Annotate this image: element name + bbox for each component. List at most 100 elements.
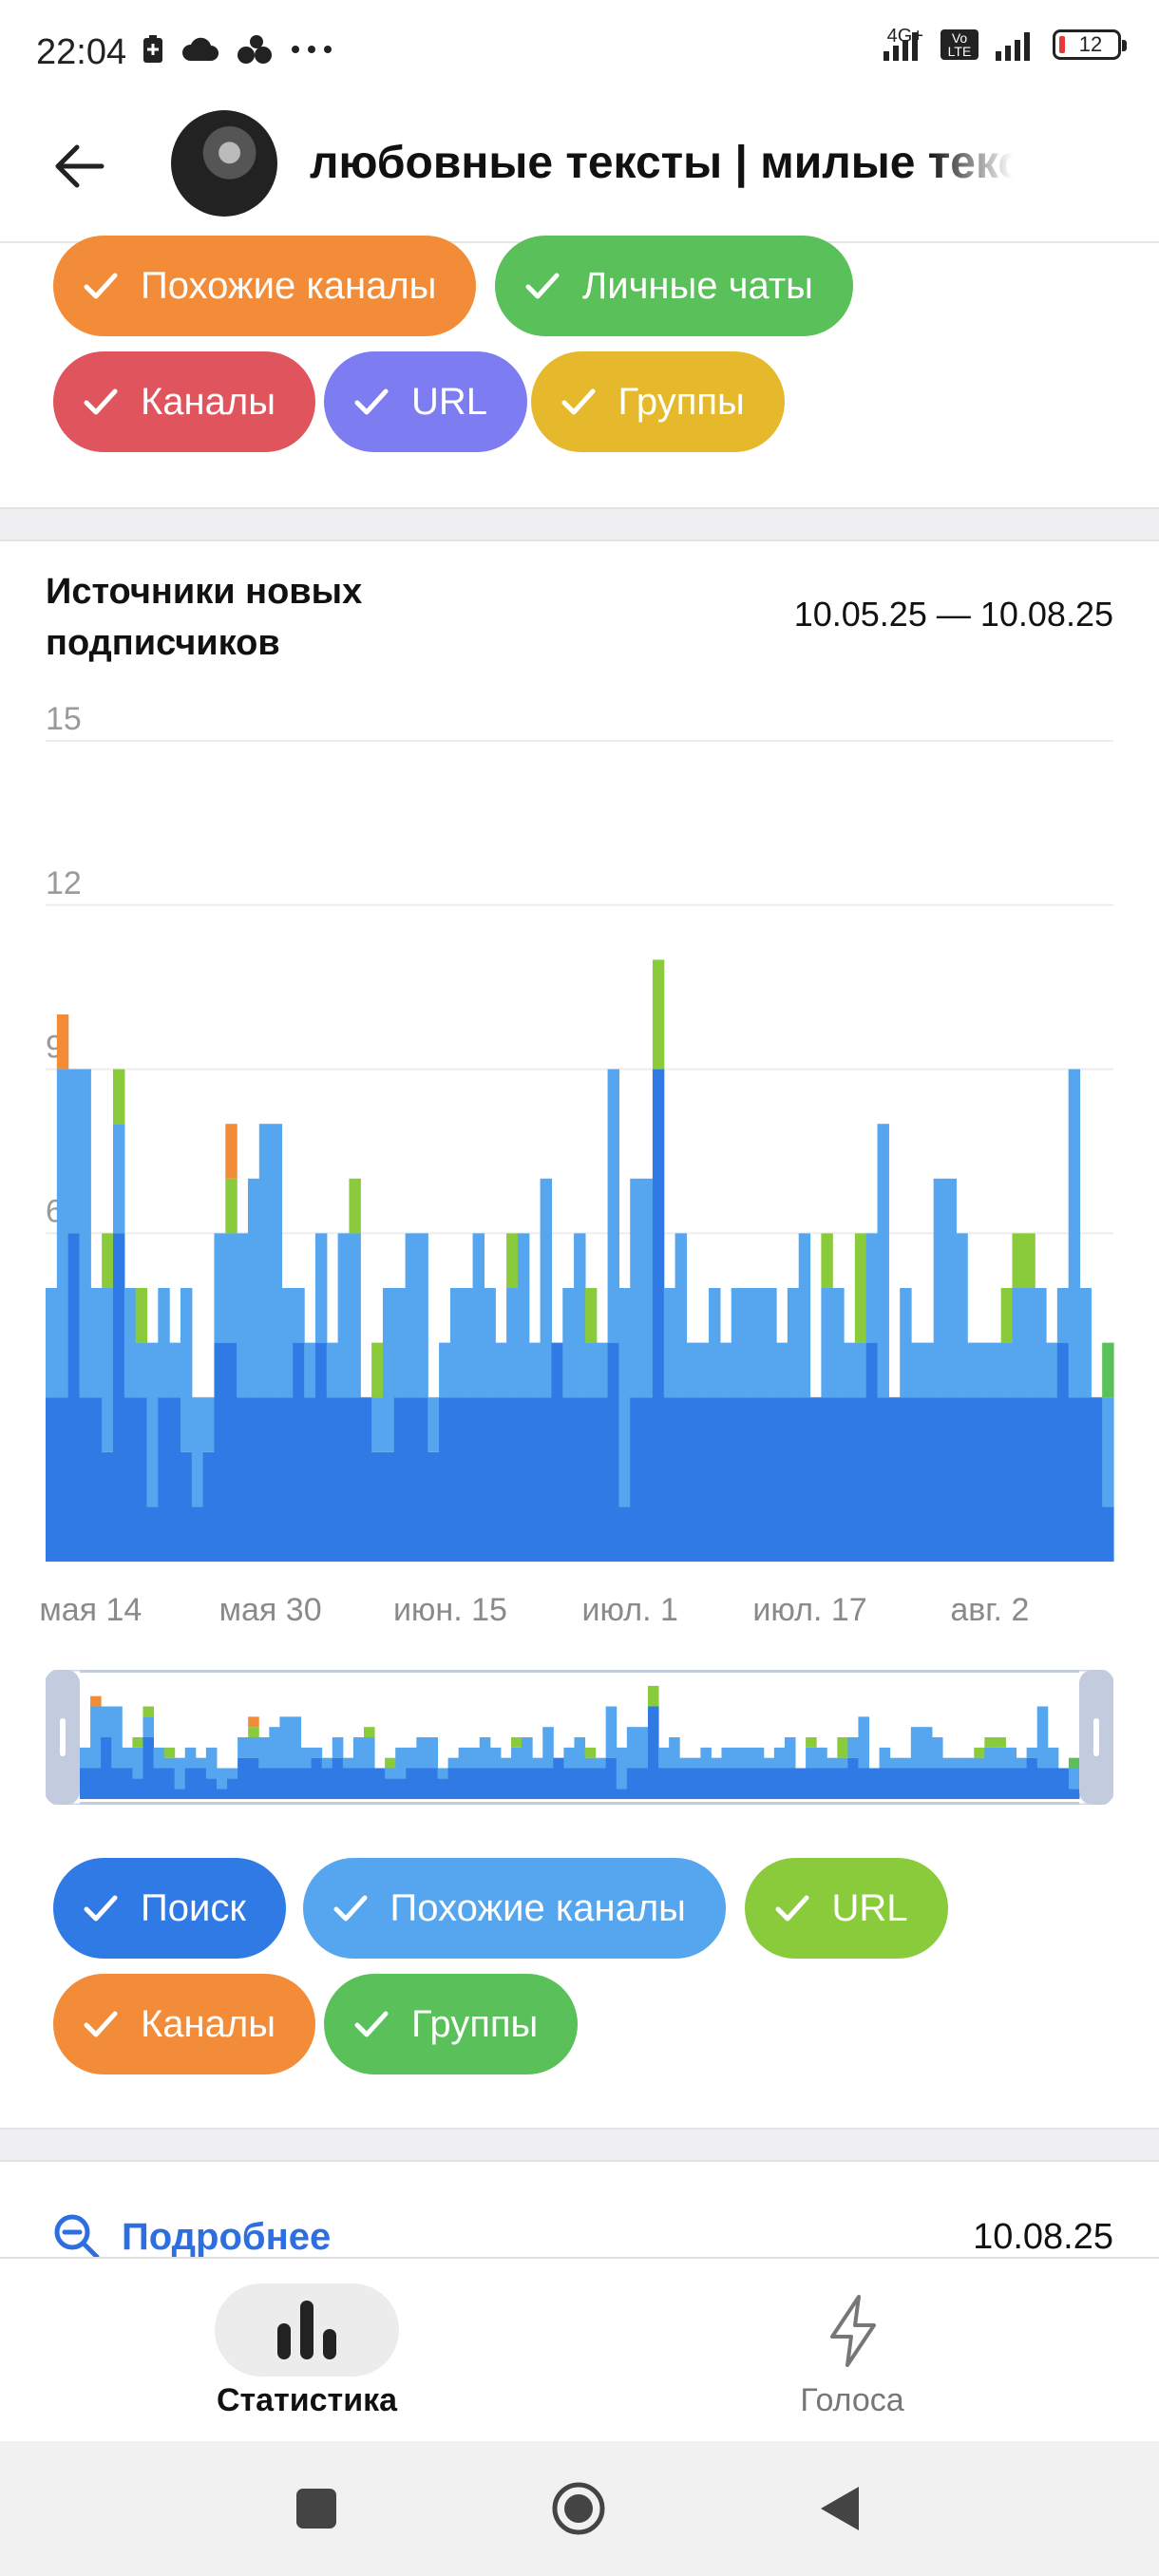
bar-segment-1[interactable]: [517, 1233, 530, 1398]
bar-segment-1[interactable]: [832, 1288, 845, 1398]
bar-segment-0[interactable]: [67, 1233, 81, 1562]
bar-segment-1[interactable]: [214, 1233, 226, 1343]
bar-segment-0[interactable]: [865, 1342, 879, 1562]
bar-segment-0[interactable]: [686, 1397, 698, 1562]
bar-segment-0[interactable]: [809, 1397, 822, 1562]
bar-segment-1[interactable]: [449, 1288, 463, 1398]
bar-segment-1[interactable]: [472, 1233, 485, 1398]
bar-segment-0[interactable]: [416, 1397, 428, 1562]
bar-segment-1[interactable]: [484, 1288, 496, 1398]
bar-segment-0[interactable]: [607, 1342, 620, 1562]
bar-segment-1[interactable]: [56, 1069, 69, 1398]
bar-segment-0[interactable]: [46, 1397, 58, 1562]
bar-segment-1[interactable]: [933, 1178, 946, 1398]
bar-segment-2[interactable]: [1023, 1233, 1036, 1288]
bar-segment-0[interactable]: [382, 1451, 395, 1562]
bar-segment-1[interactable]: [349, 1233, 361, 1398]
bar-segment-1[interactable]: [393, 1288, 407, 1398]
bar-segment-1[interactable]: [495, 1342, 507, 1398]
bar-segment-1[interactable]: [821, 1288, 833, 1398]
bar-segment-0[interactable]: [1023, 1397, 1036, 1562]
bar-segment-1[interactable]: [314, 1233, 328, 1343]
bar-segment-1[interactable]: [258, 1124, 272, 1398]
bar-segment-0[interactable]: [1000, 1397, 1014, 1562]
bar-segment-2[interactable]: [584, 1288, 598, 1343]
bar-segment-0[interactable]: [911, 1397, 923, 1562]
bar-segment-1[interactable]: [596, 1342, 609, 1398]
bar-segment-0[interactable]: [1056, 1342, 1070, 1562]
bar-segment-1[interactable]: [584, 1342, 598, 1398]
bar-segment-0[interactable]: [146, 1506, 159, 1562]
bar-segment-1[interactable]: [416, 1233, 428, 1398]
top-filter-chip-0[interactable]: Похожие каналы: [53, 236, 477, 336]
bar-segment-1[interactable]: [798, 1233, 811, 1398]
bar-segment-0[interactable]: [652, 1069, 665, 1562]
bar-segment-1[interactable]: [562, 1288, 575, 1398]
bar-segment-0[interactable]: [821, 1397, 833, 1562]
bar-segment-2[interactable]: [1012, 1233, 1024, 1288]
bar-segment-1[interactable]: [844, 1342, 856, 1398]
bar-segment-0[interactable]: [528, 1397, 542, 1562]
bar-segment-0[interactable]: [551, 1342, 563, 1562]
bar-segment-1[interactable]: [180, 1288, 193, 1452]
bar-segment-1[interactable]: [765, 1288, 777, 1398]
bar-segment-1[interactable]: [461, 1288, 474, 1398]
bar-segment-0[interactable]: [798, 1397, 811, 1562]
bar-segment-0[interactable]: [697, 1397, 710, 1562]
bar-segment-1[interactable]: [697, 1342, 710, 1398]
details-link[interactable]: Подробнее: [53, 2213, 331, 2261]
bar-segment-0[interactable]: [877, 1397, 889, 1562]
bar-segment-1[interactable]: [337, 1233, 351, 1398]
bar-segment-1[interactable]: [135, 1342, 148, 1398]
bar-segment-0[interactable]: [596, 1397, 609, 1562]
nav-item-statistics[interactable]: Статистика: [120, 2259, 500, 2443]
bar-segment-1[interactable]: [618, 1288, 631, 1507]
bar-segment-0[interactable]: [1091, 1397, 1103, 1562]
channel-avatar[interactable]: [171, 110, 277, 217]
top-filter-chip-3[interactable]: URL: [324, 351, 528, 452]
bar-segment-1[interactable]: [922, 1342, 935, 1398]
bar-segment-0[interactable]: [135, 1397, 148, 1562]
bar-segment-2[interactable]: [854, 1233, 867, 1343]
bar-segment-1[interactable]: [371, 1397, 384, 1452]
bar-segment-0[interactable]: [1079, 1397, 1092, 1562]
bar-segment-1[interactable]: [709, 1288, 721, 1398]
bar-segment-0[interactable]: [540, 1397, 553, 1562]
bar-segment-1[interactable]: [293, 1288, 305, 1343]
bar-segment-0[interactable]: [124, 1397, 137, 1562]
bar-segment-0[interactable]: [258, 1397, 272, 1562]
bar-segment-0[interactable]: [337, 1397, 351, 1562]
bar-segment-0[interactable]: [270, 1397, 283, 1562]
bar-segment-1[interactable]: [79, 1069, 91, 1398]
back-button[interactable]: [46, 133, 112, 199]
bar-segment-1[interactable]: [528, 1342, 542, 1398]
bar-segment-1[interactable]: [574, 1233, 586, 1398]
bar-segment-1[interactable]: [742, 1288, 754, 1398]
bar-segment-0[interactable]: [225, 1342, 238, 1562]
bar-segment-1[interactable]: [854, 1342, 867, 1398]
bar-segment-0[interactable]: [787, 1397, 800, 1562]
bar-segment-0[interactable]: [506, 1397, 519, 1562]
bar-segment-1[interactable]: [719, 1342, 732, 1398]
bar-segment-2[interactable]: [1000, 1288, 1014, 1343]
bar-segment-1[interactable]: [1023, 1288, 1036, 1398]
bar-segment-1[interactable]: [1046, 1342, 1058, 1398]
bar-segment-1[interactable]: [281, 1288, 294, 1398]
bar-segment-1[interactable]: [877, 1124, 889, 1398]
bar-segment-0[interactable]: [405, 1397, 418, 1562]
bar-segment-0[interactable]: [663, 1397, 676, 1562]
bar-segment-0[interactable]: [314, 1342, 328, 1562]
bar-segment-1[interactable]: [237, 1233, 249, 1398]
bar-segment-1[interactable]: [1068, 1069, 1081, 1398]
bar-segment-0[interactable]: [933, 1397, 946, 1562]
bar-segment-0[interactable]: [112, 1233, 125, 1562]
bar-segment-1[interactable]: [731, 1288, 744, 1398]
source-filter-chip-2[interactable]: URL: [744, 1858, 948, 1959]
bar-segment-1[interactable]: [686, 1342, 698, 1398]
bar-segment-1[interactable]: [439, 1342, 451, 1398]
bar-segment-0[interactable]: [449, 1397, 463, 1562]
bar-segment-2[interactable]: [371, 1342, 384, 1398]
bar-segment-1[interactable]: [956, 1233, 968, 1398]
bar-segment-0[interactable]: [360, 1397, 372, 1562]
bar-segment-1[interactable]: [112, 1124, 125, 1234]
